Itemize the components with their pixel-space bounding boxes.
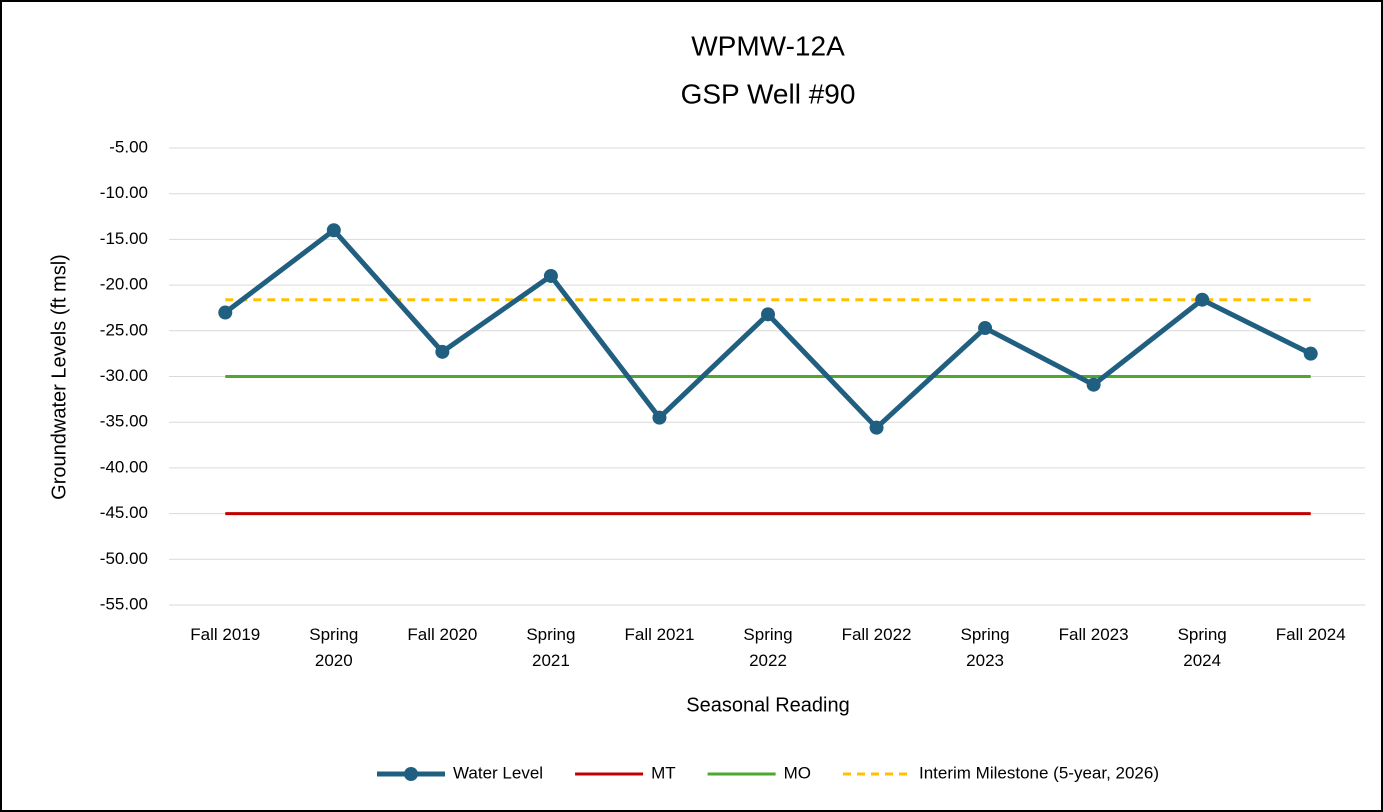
y-tick-label: -5.00 [109, 137, 148, 156]
data-point [1195, 292, 1210, 307]
legend: Water Level MT MO Interim Milestone (5-year… [376, 763, 1159, 782]
x-tick-label: Spring 2020 [309, 625, 359, 670]
data-point [761, 307, 775, 322]
y-tick-label: -15.00 [100, 229, 148, 248]
x-tick-label: Fall 2024 [1275, 625, 1346, 644]
y-axis-label: Groundwater Levels (ft msl) [48, 254, 70, 500]
x-tick-label: Spring 2022 [743, 625, 793, 670]
data-point [652, 410, 667, 425]
data-point [978, 321, 993, 336]
y-tick-label: -25.00 [100, 320, 148, 339]
y-tick-label: -20.00 [100, 275, 148, 294]
chart-title: GSP Well #90 [681, 78, 856, 109]
y-tick-label: -55.00 [100, 594, 148, 613]
data-point [869, 420, 884, 435]
y-tick-label: -35.00 [100, 412, 148, 431]
data-point [435, 344, 450, 359]
y-tick-label: -30.00 [100, 366, 148, 385]
x-tick-label: Fall 2020 [407, 625, 478, 644]
data-point [218, 305, 233, 320]
y-tick-label: -10.00 [100, 183, 148, 202]
legend-label: MT [651, 763, 676, 782]
x-tick-label: Fall 2019 [190, 625, 261, 644]
x-axis-label: Seasonal Reading [686, 694, 849, 716]
data-point [1086, 377, 1101, 392]
x-tick-label: Spring 2021 [526, 625, 576, 670]
x-tick-label: Spring 2024 [1177, 625, 1227, 670]
y-tick-label: -40.00 [100, 457, 148, 476]
chart-title: WPMW-12A [691, 30, 845, 61]
legend-marker [403, 767, 418, 781]
y-tick-label: -50.00 [100, 549, 148, 568]
y-tick-label: -45.00 [100, 503, 148, 522]
legend-label: MO [784, 763, 811, 782]
x-tick-label: Fall 2022 [841, 625, 912, 644]
x-tick-label: Fall 2021 [624, 625, 695, 644]
legend-label: Water Level [453, 763, 543, 782]
legend-label: Interim Milestone (5-year, 2026) [919, 763, 1159, 782]
data-point [326, 223, 341, 238]
x-tick-label: Spring 2023 [960, 625, 1010, 670]
data-point [1303, 346, 1318, 361]
data-point [543, 268, 558, 283]
x-tick-label: Fall 2023 [1058, 625, 1129, 644]
